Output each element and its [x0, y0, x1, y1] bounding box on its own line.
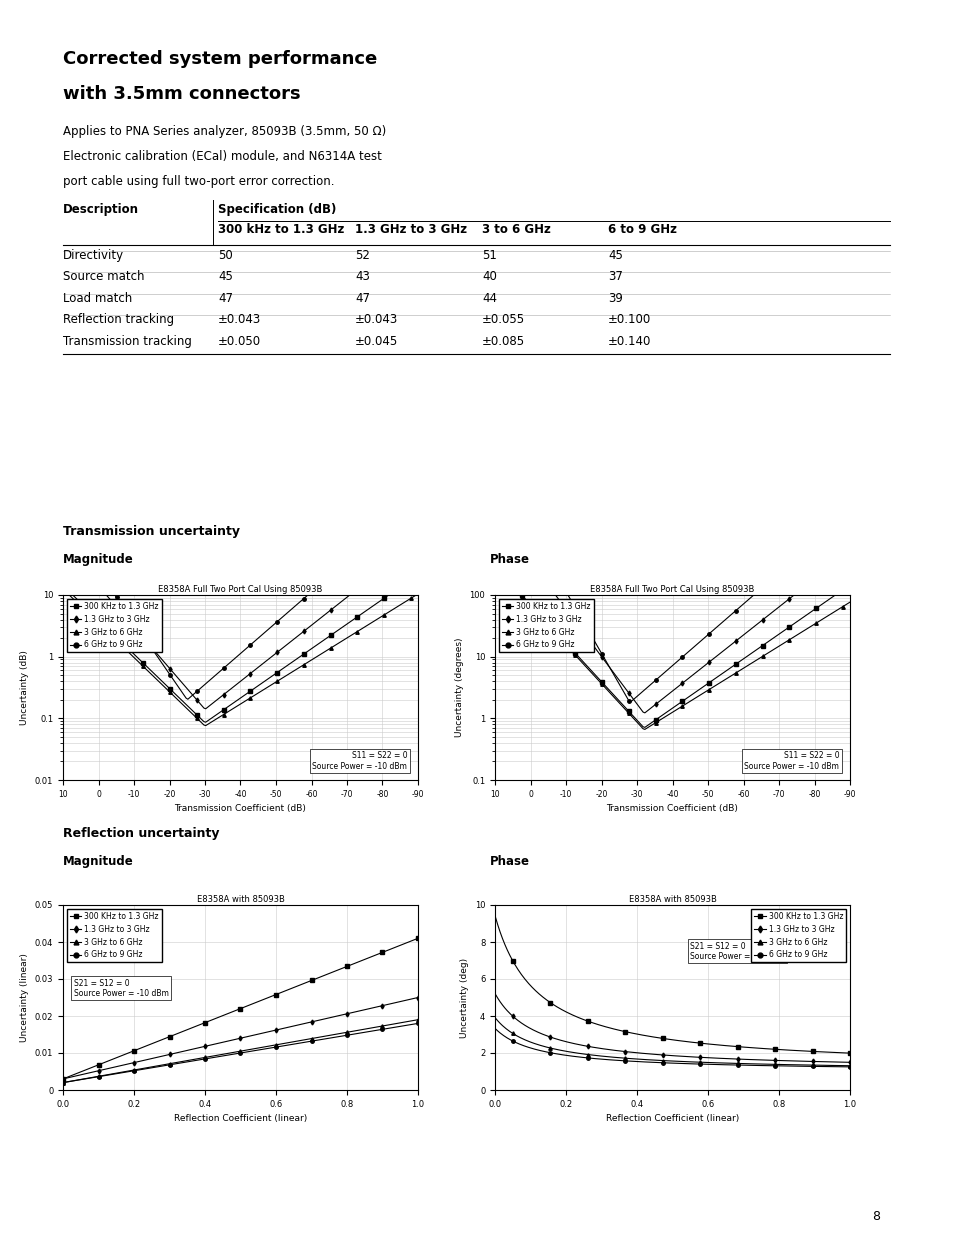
Text: Reflection uncertainty: Reflection uncertainty	[63, 827, 219, 840]
Legend: 300 KHz to 1.3 GHz, 1.3 GHz to 3 GHz, 3 GHz to 6 GHz, 6 GHz to 9 GHz: 300 KHz to 1.3 GHz, 1.3 GHz to 3 GHz, 3 …	[67, 599, 162, 652]
Text: Directivity: Directivity	[63, 249, 124, 262]
Text: Phase: Phase	[490, 855, 530, 868]
Text: Specification (dB): Specification (dB)	[218, 203, 336, 216]
Text: ±0.043: ±0.043	[355, 314, 397, 326]
X-axis label: Transmission Coefficient (dB): Transmission Coefficient (dB)	[174, 804, 306, 814]
Text: 47: 47	[355, 291, 370, 305]
Text: Phase: Phase	[490, 553, 530, 566]
Text: Electronic calibration (ECal) module, and N6314A test: Electronic calibration (ECal) module, an…	[63, 149, 381, 163]
Y-axis label: Uncertainty (linear): Uncertainty (linear)	[20, 953, 30, 1042]
Text: ±0.045: ±0.045	[355, 335, 397, 348]
Text: 300 kHz to 1.3 GHz: 300 kHz to 1.3 GHz	[218, 224, 344, 236]
Text: 3 to 6 GHz: 3 to 6 GHz	[481, 224, 550, 236]
Title: E8358A Full Two Port Cal Using 85093B: E8358A Full Two Port Cal Using 85093B	[590, 585, 754, 594]
Text: ±0.050: ±0.050	[218, 335, 261, 348]
Y-axis label: Uncertainty (deg): Uncertainty (deg)	[459, 957, 469, 1037]
Text: Source match: Source match	[63, 270, 144, 284]
Text: Load match: Load match	[63, 291, 132, 305]
Text: S21 = S12 = 0
Source Power = -10 dBm: S21 = S12 = 0 Source Power = -10 dBm	[73, 978, 169, 998]
Text: Magnitude: Magnitude	[63, 553, 133, 566]
Text: 45: 45	[607, 249, 622, 262]
Text: ±0.085: ±0.085	[481, 335, 524, 348]
Text: port cable using full two-port error correction.: port cable using full two-port error cor…	[63, 175, 335, 188]
Text: 47: 47	[218, 291, 233, 305]
X-axis label: Reflection Coefficient (linear): Reflection Coefficient (linear)	[173, 1114, 307, 1124]
Text: 43: 43	[355, 270, 370, 284]
Y-axis label: Uncertainty (degrees): Uncertainty (degrees)	[455, 637, 463, 737]
Text: Magnitude: Magnitude	[63, 855, 133, 868]
Text: 44: 44	[481, 291, 497, 305]
Text: S11 = S22 = 0
Source Power = -10 dBm: S11 = S22 = 0 Source Power = -10 dBm	[743, 751, 839, 771]
Text: ±0.043: ±0.043	[218, 314, 261, 326]
Text: S21 = S12 = 0
Source Power = -10 dBm: S21 = S12 = 0 Source Power = -10 dBm	[690, 941, 784, 961]
Legend: 300 KHz to 1.3 GHz, 1.3 GHz to 3 GHz, 3 GHz to 6 GHz, 6 GHz to 9 GHz: 300 KHz to 1.3 GHz, 1.3 GHz to 3 GHz, 3 …	[67, 909, 162, 962]
Text: 40: 40	[481, 270, 497, 284]
Legend: 300 KHz to 1.3 GHz, 1.3 GHz to 3 GHz, 3 GHz to 6 GHz, 6 GHz to 9 GHz: 300 KHz to 1.3 GHz, 1.3 GHz to 3 GHz, 3 …	[750, 909, 845, 962]
Text: 52: 52	[355, 249, 370, 262]
Text: Corrected system performance: Corrected system performance	[63, 49, 376, 68]
Text: 8: 8	[871, 1210, 879, 1223]
Text: Applies to PNA Series analyzer, 85093B (3.5mm, 50 Ω): Applies to PNA Series analyzer, 85093B (…	[63, 125, 386, 138]
Text: ±0.100: ±0.100	[607, 314, 651, 326]
Text: with 3.5mm connectors: with 3.5mm connectors	[63, 85, 300, 103]
Legend: 300 KHz to 1.3 GHz, 1.3 GHz to 3 GHz, 3 GHz to 6 GHz, 6 GHz to 9 GHz: 300 KHz to 1.3 GHz, 1.3 GHz to 3 GHz, 3 …	[498, 599, 594, 652]
Text: 6 to 9 GHz: 6 to 9 GHz	[607, 224, 677, 236]
X-axis label: Transmission Coefficient (dB): Transmission Coefficient (dB)	[606, 804, 738, 814]
Text: Reflection tracking: Reflection tracking	[63, 314, 174, 326]
Text: S11 = S22 = 0
Source Power = -10 dBm: S11 = S22 = 0 Source Power = -10 dBm	[313, 751, 407, 771]
Text: 1.3 GHz to 3 GHz: 1.3 GHz to 3 GHz	[355, 224, 467, 236]
Text: Transmission tracking: Transmission tracking	[63, 335, 192, 348]
Text: ±0.055: ±0.055	[481, 314, 524, 326]
Text: Description: Description	[63, 203, 139, 216]
Text: 39: 39	[607, 291, 622, 305]
Text: 51: 51	[481, 249, 497, 262]
X-axis label: Reflection Coefficient (linear): Reflection Coefficient (linear)	[605, 1114, 739, 1124]
Text: 50: 50	[218, 249, 233, 262]
Y-axis label: Uncertainty (dB): Uncertainty (dB)	[20, 650, 30, 725]
Text: 37: 37	[607, 270, 622, 284]
Title: E8358A with 85093B: E8358A with 85093B	[628, 895, 716, 904]
Text: ±0.140: ±0.140	[607, 335, 651, 348]
Title: E8358A with 85093B: E8358A with 85093B	[196, 895, 284, 904]
Text: Transmission uncertainty: Transmission uncertainty	[63, 525, 240, 538]
Text: 45: 45	[218, 270, 233, 284]
Title: E8358A Full Two Port Cal Using 85093B: E8358A Full Two Port Cal Using 85093B	[158, 585, 322, 594]
